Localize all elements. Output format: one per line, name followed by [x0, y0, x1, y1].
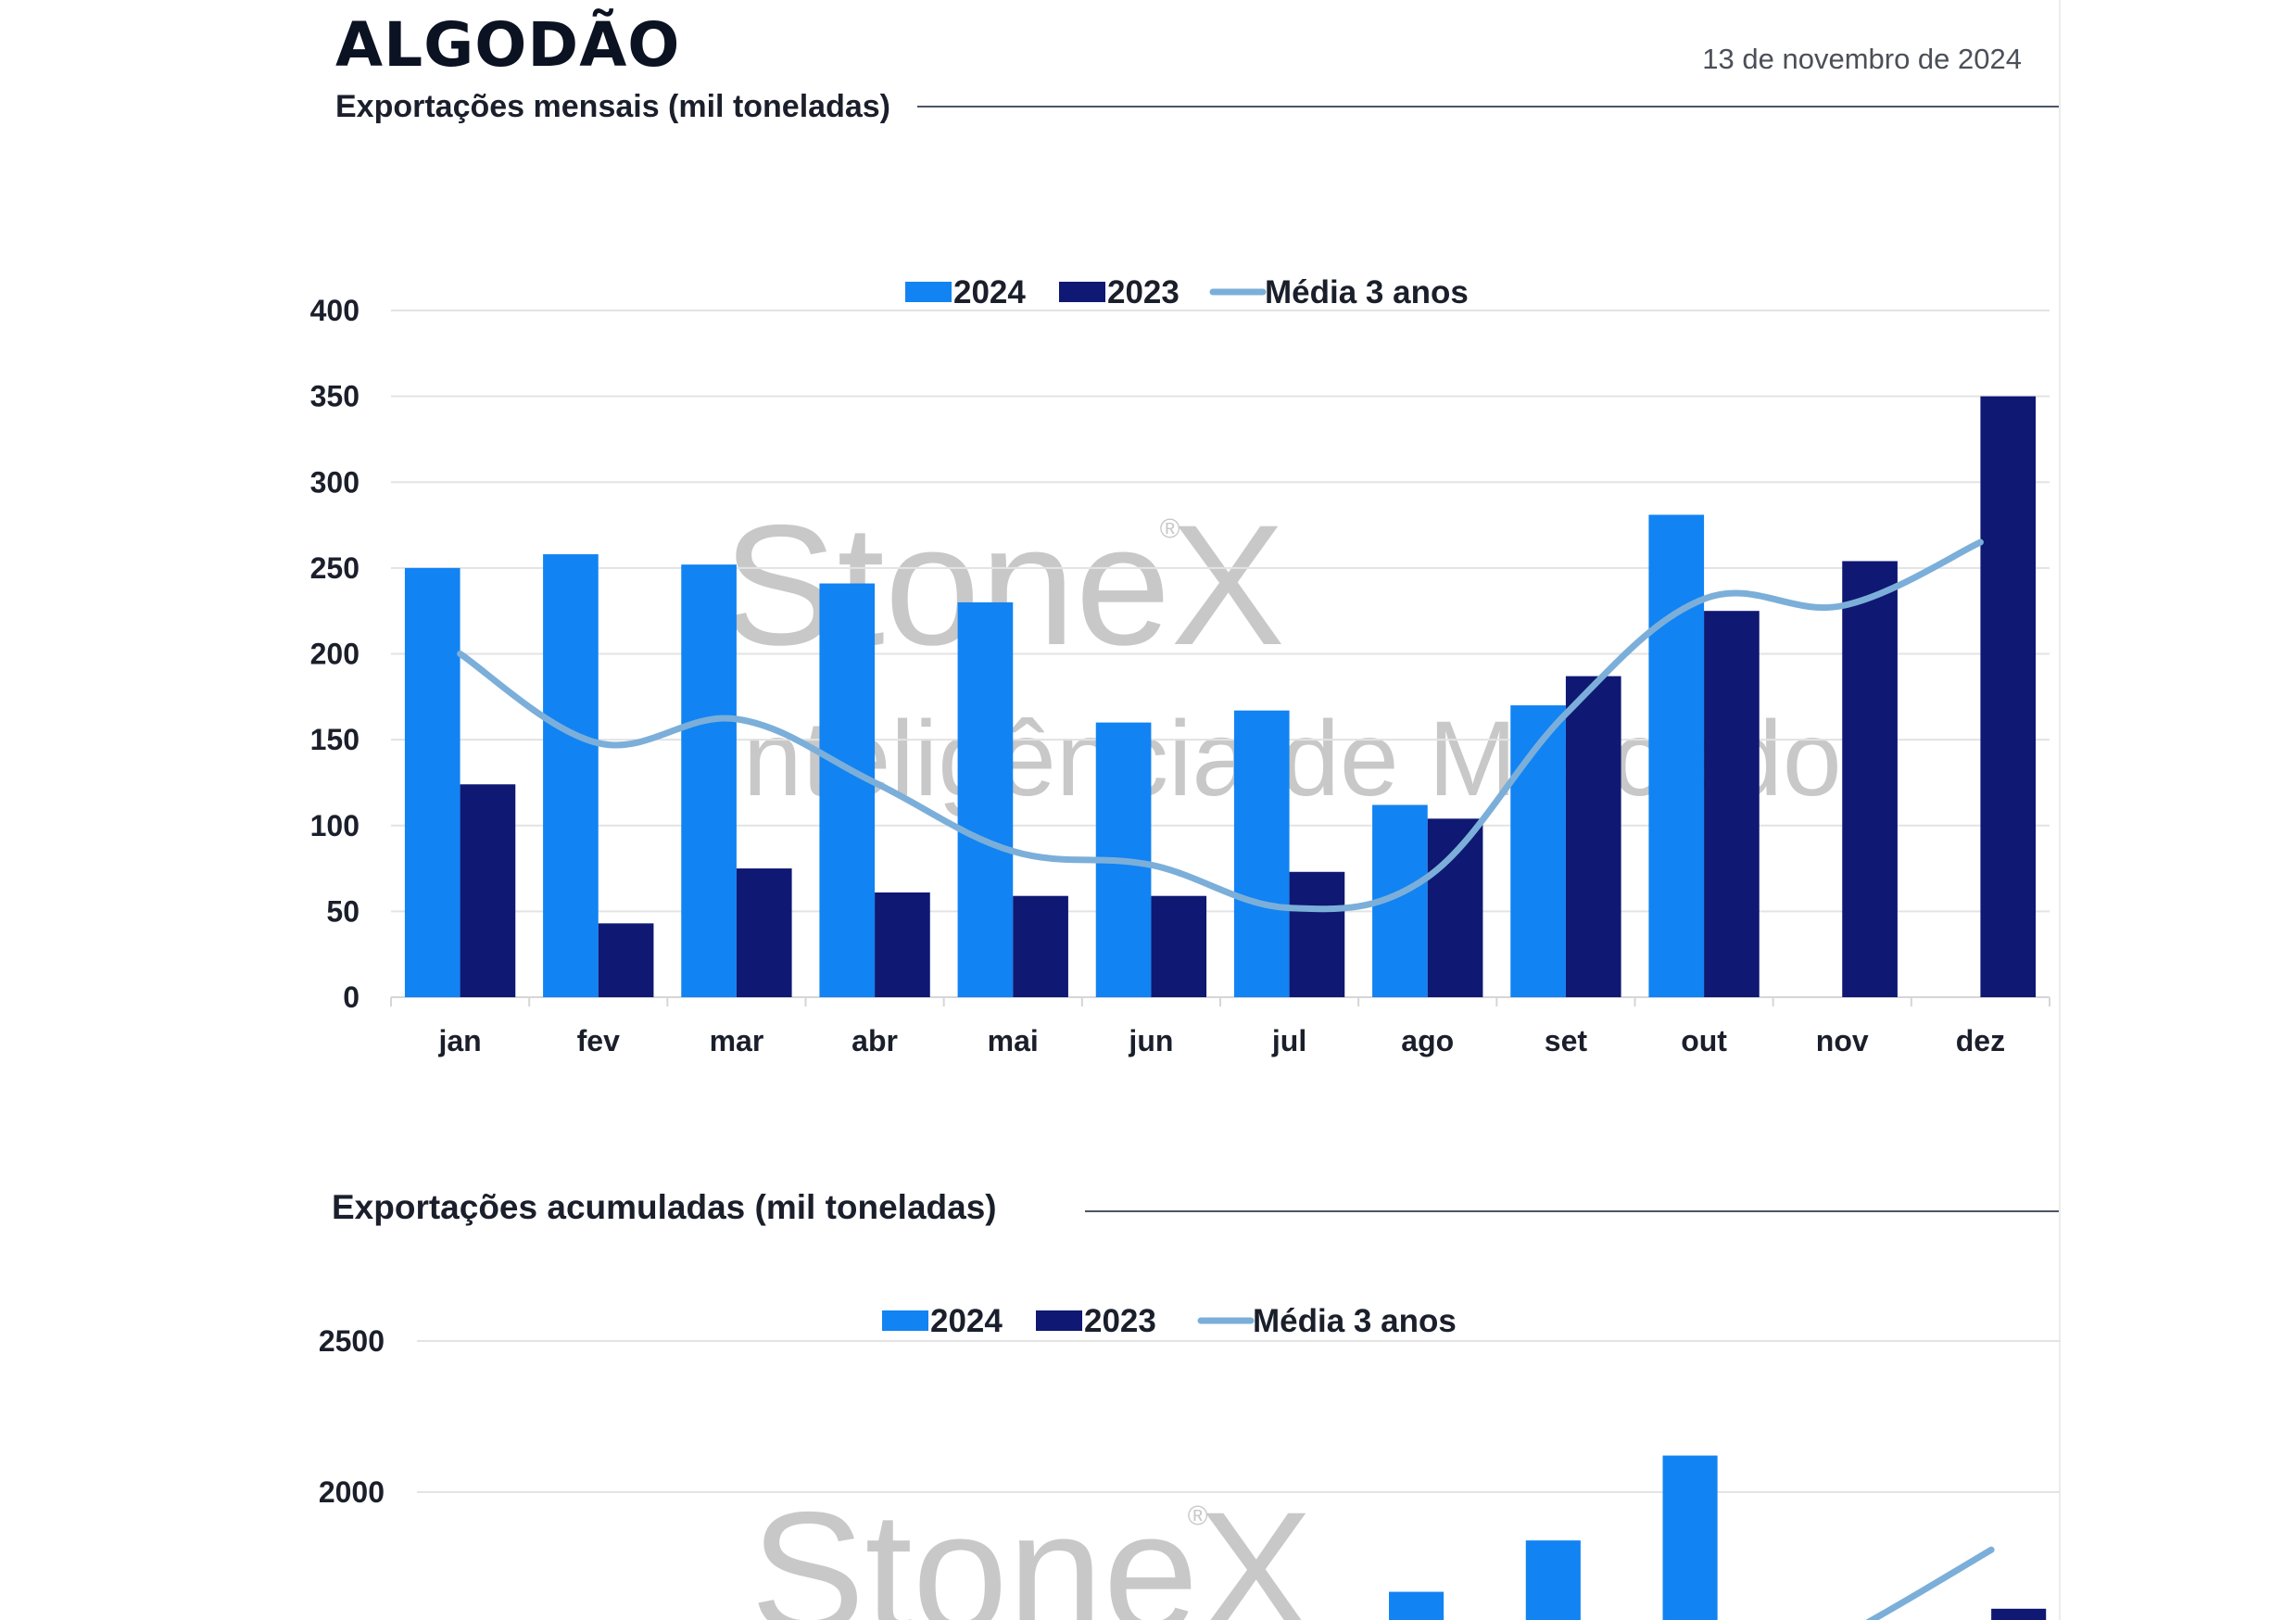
chart-monthly-exports: StoneX®Inteligência de Mercado0501001502…: [310, 274, 2050, 1057]
y-tick-label: 2000: [319, 1475, 385, 1509]
bar-2023-set: [1565, 676, 1621, 997]
bar-2023-ago: [1427, 818, 1483, 997]
legend-label-2024: 2024: [930, 1303, 1003, 1339]
bar-2023-mai: [1013, 895, 1068, 997]
bar-2023-fev: [598, 923, 654, 997]
chart2-title-rule: [1085, 1210, 2060, 1212]
bar-2023-mar: [736, 868, 792, 997]
x-tick-label-ago: ago: [1401, 1024, 1454, 1057]
y-tick-label: 50: [326, 894, 360, 928]
bar-2024-mar: [681, 564, 737, 997]
watermark-registered-mark: ®: [1188, 1500, 1208, 1531]
watermark-registered-mark: ®: [1160, 513, 1180, 544]
x-tick-label-jan: jan: [437, 1024, 481, 1057]
report-date: 13 de novembro de 2024: [1702, 43, 2022, 75]
legend-label-media-3-anos: Média 3 anos: [1265, 274, 1469, 310]
legend-label-2024: 2024: [953, 274, 1026, 310]
y-tick-label: 0: [343, 981, 360, 1014]
bar-2024-jan: [404, 567, 460, 997]
bar-2023-jan: [460, 784, 516, 997]
bar-2024-set: [1510, 705, 1566, 997]
bar-2024-jul: [1233, 710, 1290, 997]
legend-swatch-2023: [1036, 1310, 1082, 1331]
page-right-border: [2059, 0, 2061, 1620]
bar-2023-jul: [1289, 871, 1345, 997]
legend-label-media-3-anos: Média 3 anos: [1253, 1303, 1457, 1339]
bar-2023-nov: [1842, 561, 1898, 997]
bar-2023-out: [1704, 611, 1760, 997]
y-tick-label: 350: [310, 380, 360, 413]
bar-2024-abr: [819, 583, 876, 997]
y-tick-label: 400: [310, 294, 360, 327]
bar-2024-set: [1525, 1540, 1581, 1620]
x-tick-label-abr: abr: [852, 1024, 898, 1057]
x-tick-label-dez: dez: [1956, 1024, 2005, 1057]
legend-swatch-2024: [905, 282, 952, 302]
legend-label-2023: 2023: [1084, 1303, 1156, 1339]
bar-2024-mai: [957, 601, 1014, 997]
x-tick-label-mar: mar: [710, 1024, 764, 1057]
x-tick-label-jul: jul: [1271, 1024, 1306, 1057]
bar-2023-dez: [1991, 1608, 2047, 1620]
y-tick-label: 2500: [319, 1324, 385, 1358]
line-media-3-anos: [457, 538, 1984, 913]
chart1-title: Exportações mensais (mil toneladas): [335, 89, 890, 124]
x-tick-label-out: out: [1681, 1024, 1727, 1057]
bar-2024-out: [1662, 1455, 1718, 1620]
y-tick-label: 100: [310, 809, 360, 842]
watermark-brand: StoneX: [751, 1477, 1313, 1620]
bar-2023-jun: [1151, 895, 1207, 997]
bar-2024-ago: [1389, 1591, 1444, 1620]
chart2-title: Exportações acumuladas (mil toneladas): [332, 1188, 997, 1226]
x-tick-label-fev: fev: [577, 1024, 620, 1057]
legend-label-2023: 2023: [1107, 274, 1180, 310]
chart1-title-rule: [917, 106, 2060, 108]
y-tick-label: 300: [310, 465, 360, 499]
y-tick-label: 150: [310, 723, 360, 756]
legend-swatch-2024: [882, 1310, 928, 1331]
legend-swatch-2023: [1059, 282, 1105, 302]
bar-2023-dez: [1980, 396, 2037, 997]
chart-cumulative-exports: StoneX®Inteligência de Mercado1500200025…: [319, 1303, 2060, 1620]
page-title: ALGODÃO: [335, 9, 681, 81]
bar-2024-fev: [543, 554, 599, 997]
x-tick-label-jun: jun: [1128, 1024, 1173, 1057]
y-tick-label: 250: [310, 551, 360, 585]
y-tick-label: 200: [310, 638, 360, 671]
x-tick-label-nov: nov: [1816, 1024, 1869, 1057]
bar-2024-out: [1648, 514, 1705, 997]
x-tick-label-set: set: [1545, 1024, 1588, 1057]
x-tick-label-mai: mai: [988, 1024, 1039, 1057]
bar-2023-abr: [875, 892, 930, 997]
